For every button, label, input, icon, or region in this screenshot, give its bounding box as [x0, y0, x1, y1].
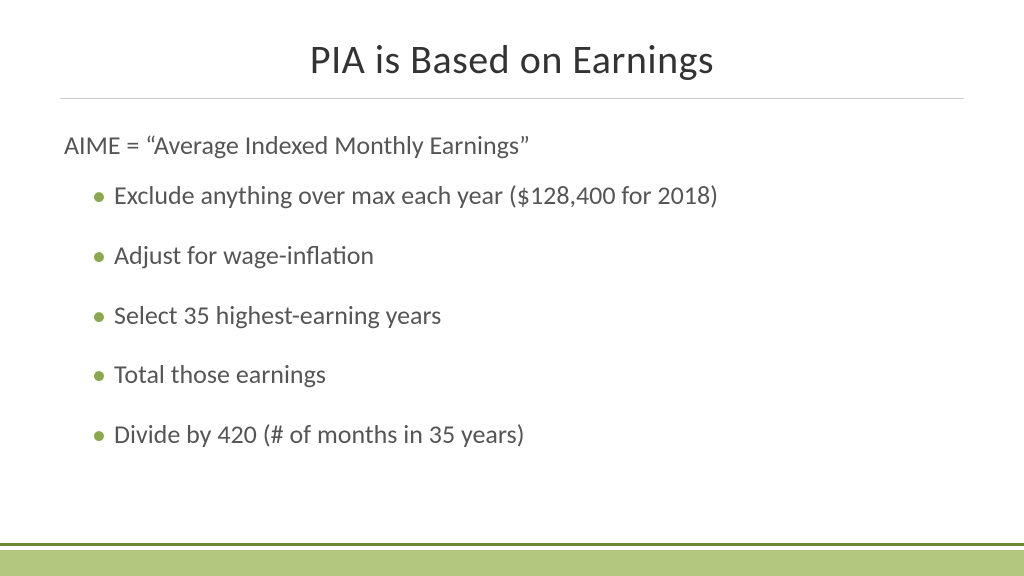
bullet-list: Exclude anything over max each year ($12… [92, 179, 964, 452]
list-item: Exclude anything over max each year ($12… [92, 179, 964, 213]
list-item: Adjust for wage-inflation [92, 239, 964, 273]
footer-decoration [0, 543, 1024, 576]
list-item: Total those earnings [92, 358, 964, 392]
footer-block [0, 550, 1024, 576]
slide: PIA is Based on Earnings AIME = “Average… [0, 0, 1024, 576]
list-item: Select 35 highest-earning years [92, 299, 964, 333]
list-item: Divide by 420 (# of months in 35 years) [92, 418, 964, 452]
slide-subtitle: AIME = “Average Indexed Monthly Earnings… [64, 129, 964, 161]
slide-title: PIA is Based on Earnings [60, 35, 964, 99]
